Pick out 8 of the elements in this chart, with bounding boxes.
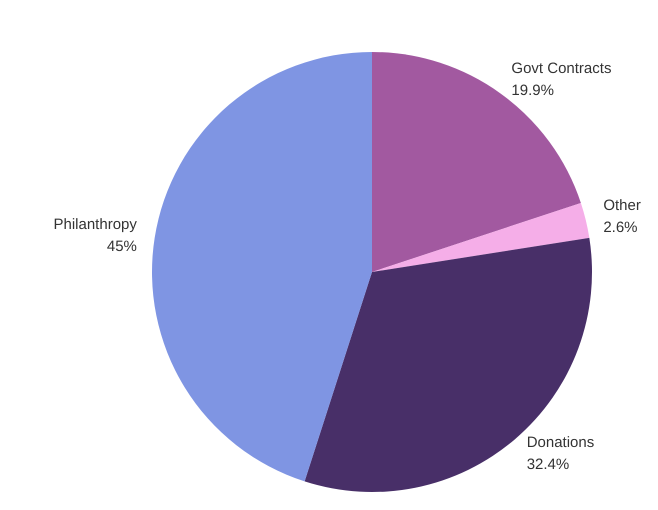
slice-label: Govt Contracts bbox=[511, 60, 612, 78]
slice-label: Other bbox=[603, 197, 641, 214]
data-label: 19.9% bbox=[511, 82, 554, 100]
data-label: 45% bbox=[106, 238, 137, 256]
slice-label: Philanthropy bbox=[53, 216, 138, 234]
data-label: 32.4% bbox=[526, 456, 570, 474]
data-label: 2.6% bbox=[603, 219, 638, 236]
slice-label: Donations bbox=[526, 434, 594, 452]
